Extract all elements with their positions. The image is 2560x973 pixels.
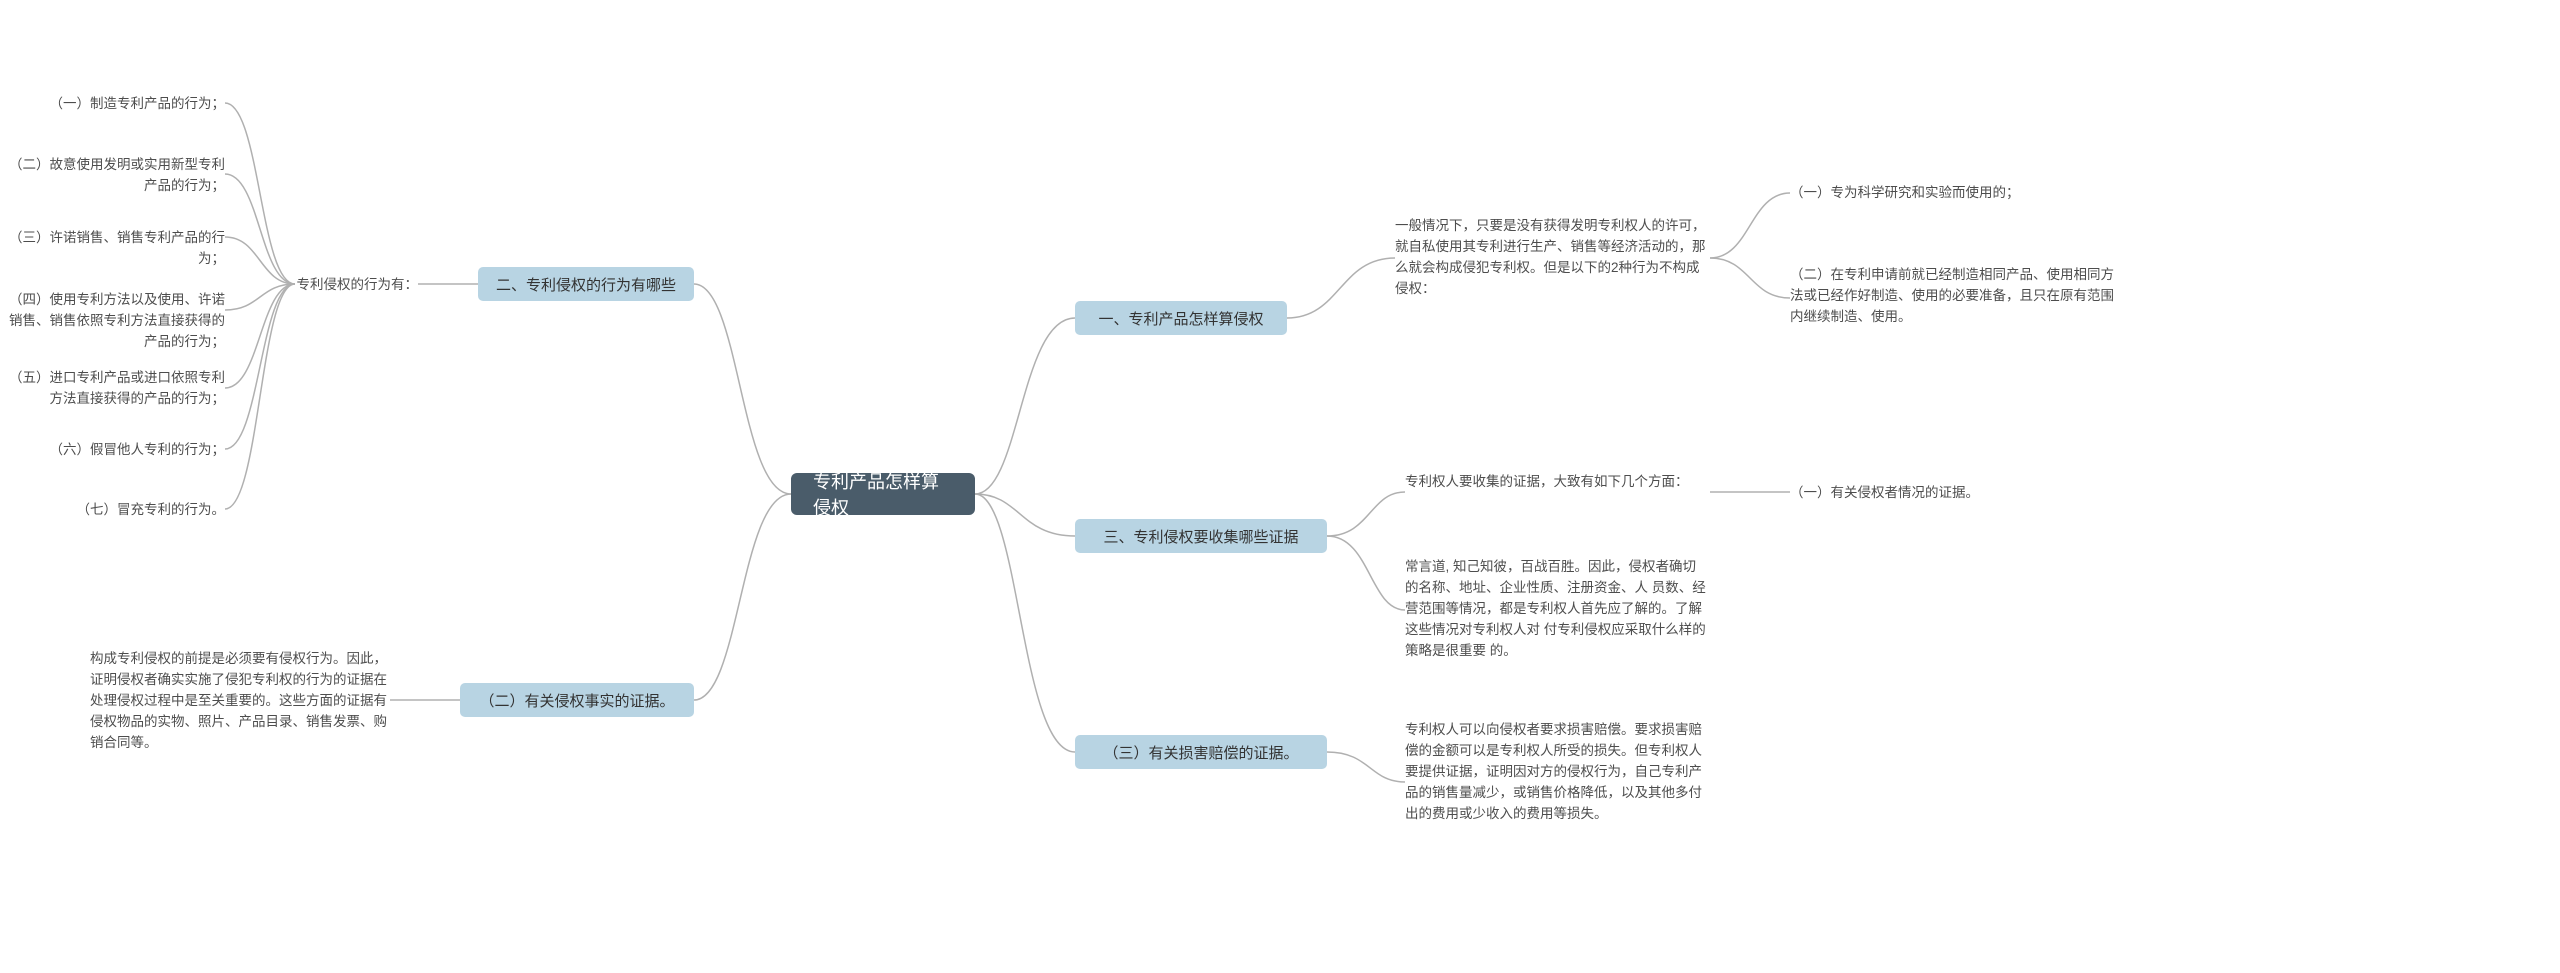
sub-section-2b[interactable]: （二）有关侵权事实的证据。 bbox=[460, 683, 694, 717]
s2-item-4: （四）使用专利方法以及使用、许诺销售、销售依照专利方法直接获得的产品的行为； bbox=[0, 290, 225, 353]
s2-intro: 专利侵权的行为有： bbox=[295, 275, 418, 296]
s1-item-1: （一）专为科学研究和实验而使用的； bbox=[1790, 183, 2080, 204]
root-node[interactable]: 专利产品怎样算侵权 bbox=[791, 473, 975, 515]
s3-desc2: 常言道, 知己知彼，百战百胜。因此，侵权者确切 的名称、地址、企业性质、注册资金… bbox=[1405, 557, 1710, 662]
sub-section-3-label: 三、专利侵权要收集哪些证据 bbox=[1103, 526, 1298, 547]
s2-item-6: （六）假冒他人专利的行为； bbox=[0, 440, 225, 461]
sub-section-1[interactable]: 一、专利产品怎样算侵权 bbox=[1075, 301, 1287, 335]
sub-section-3b[interactable]: （三）有关损害赔偿的证据。 bbox=[1075, 735, 1327, 769]
sub-section-2[interactable]: 二、专利侵权的行为有哪些 bbox=[478, 267, 694, 301]
s1-item-2: （二）在专利申请前就已经制造相同产品、使用相同方法或已经作好制造、使用的必要准备… bbox=[1790, 265, 2115, 328]
s1-desc: 一般情况下，只要是没有获得发明专利权人的许可，就自私使用其专利进行生产、销售等经… bbox=[1395, 216, 1710, 300]
s3-item1: （一）有关侵权者情况的证据。 bbox=[1790, 483, 2050, 504]
sub-section-1-label: 一、专利产品怎样算侵权 bbox=[1098, 308, 1263, 329]
root-label: 专利产品怎样算侵权 bbox=[813, 468, 953, 520]
connector-lines bbox=[0, 0, 2560, 973]
sub-section-3b-label: （三）有关损害赔偿的证据。 bbox=[1103, 742, 1298, 763]
sub-section-3[interactable]: 三、专利侵权要收集哪些证据 bbox=[1075, 519, 1327, 553]
sub-section-2b-label: （二）有关侵权事实的证据。 bbox=[479, 690, 674, 711]
s2b-desc: 构成专利侵权的前提是必须要有侵权行为。因此，证明侵权者确实实施了侵犯专利权的行为… bbox=[90, 649, 390, 754]
s3-desc1: 专利权人要收集的证据，大致有如下几个方面： bbox=[1405, 472, 1710, 493]
s2-item-7: （七）冒充专利的行为。 bbox=[0, 500, 225, 521]
s2-item-1: （一）制造专利产品的行为； bbox=[0, 94, 225, 115]
s2-item-5: （五）进口专利产品或进口依照专利方法直接获得的产品的行为； bbox=[0, 368, 225, 410]
s3b-desc: 专利权人可以向侵权者要求损害赔偿。要求损害赔偿的金额可以是专利权人所受的损失。但… bbox=[1405, 720, 1710, 825]
sub-section-2-label: 二、专利侵权的行为有哪些 bbox=[496, 274, 676, 295]
s2-item-3: （三）许诺销售、销售专利产品的行为； bbox=[0, 228, 225, 270]
s2-item-2: （二）故意使用发明或实用新型专利产品的行为； bbox=[0, 155, 225, 197]
